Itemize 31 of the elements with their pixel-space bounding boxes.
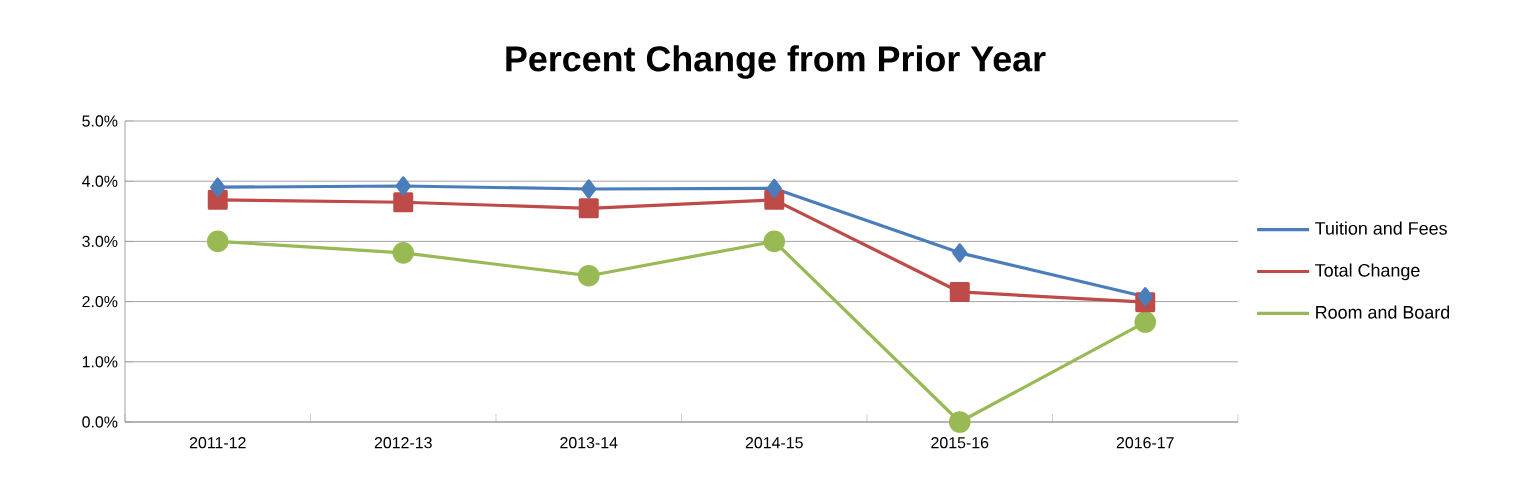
x-tick-label: 2012-13 — [374, 437, 432, 449]
x-tick-label: 2011-12 — [189, 437, 246, 449]
legend-label: Total Change — [1315, 263, 1420, 281]
point — [393, 192, 414, 213]
y-tick-label: 3.0% — [82, 235, 118, 248]
y-tick-label: 1.0% — [82, 356, 118, 368]
x-tick-label: 2016-17 — [1116, 437, 1174, 449]
x-tick-label: 2015-16 — [931, 437, 989, 449]
legend-label: Tuition and Fees — [1315, 221, 1447, 235]
x-tick-label: 2013-14 — [560, 437, 618, 449]
x-tick-label: 2014-15 — [745, 437, 803, 449]
point — [949, 281, 970, 302]
y-tick-label: 0.0% — [82, 416, 118, 428]
legend-label: Room and Board — [1316, 305, 1450, 319]
y-tick-label: 4.0% — [82, 175, 118, 187]
point — [577, 264, 600, 287]
point — [210, 177, 226, 197]
chart-title: Percent Change from Prior Year — [506, 45, 1046, 79]
point — [1134, 311, 1157, 333]
y-tick-label: 5.0% — [82, 115, 118, 127]
point — [392, 242, 415, 264]
point — [395, 176, 411, 196]
y-tick-label: 2.0% — [82, 295, 118, 308]
point — [206, 230, 229, 253]
point — [1137, 287, 1153, 307]
point — [578, 198, 599, 219]
point — [766, 178, 782, 199]
point — [948, 411, 971, 433]
point — [763, 230, 786, 253]
point — [581, 179, 597, 199]
point — [952, 243, 968, 263]
